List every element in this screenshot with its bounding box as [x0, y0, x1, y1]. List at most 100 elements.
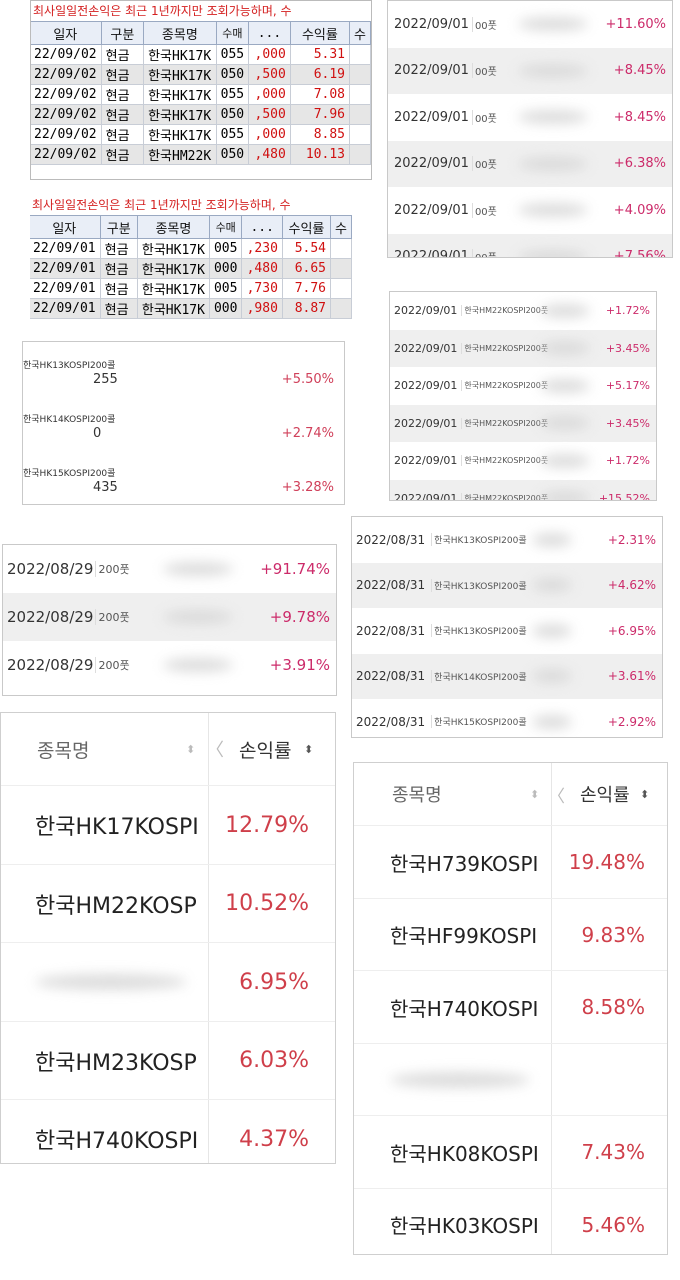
list-item[interactable]: 2022/08/31 한국HK13KOSPI200콜 +6.95%	[352, 608, 662, 654]
row-date: 22/09/02	[31, 64, 102, 85]
redacted-area	[35, 974, 187, 991]
table-row[interactable]: 22/09/01 현금 한국HK17K 005,230 5.54	[30, 238, 352, 259]
list-item[interactable]: 한국HM23KOSP 6.03%	[1, 1020, 335, 1101]
table-row[interactable]: 22/09/02 현금 한국HM22K 050,480 10.13	[31, 144, 371, 165]
scroll-left-icon[interactable]: 〈	[548, 786, 565, 807]
list-item[interactable]: 한국HK03KOSPI 5.46%	[354, 1187, 667, 1255]
row-date: 2022/09/01	[394, 379, 458, 393]
list-item[interactable]: 2022/08/31 한국HK13KOSPI200콜 +2.31%	[352, 517, 662, 563]
sort-icon[interactable]: ⬍	[530, 787, 540, 801]
row-rate: 8.87	[281, 298, 332, 319]
list-item[interactable]: 한국HK15KOSPI200콜 435 +3.28%	[23, 464, 344, 504]
row-amount: ,730	[241, 278, 283, 299]
row-name: 한국HK17K	[136, 258, 210, 279]
row-pct: +15.52%	[598, 491, 650, 501]
row-pct: +7.56%	[613, 249, 666, 258]
redacted-area	[540, 453, 590, 468]
row-amount: ,500	[248, 104, 291, 125]
row-rate: 7.96	[289, 104, 351, 125]
list-item[interactable]: 한국HK14KOSPI200콜 0 +2.74%	[23, 410, 344, 450]
row-extra	[349, 84, 371, 105]
list-item[interactable]: 한국HF99KOSPI 9.83%	[354, 897, 667, 972]
list-item[interactable]: 2022/08/31 한국HK13KOSPI200콜 +4.62%	[352, 562, 662, 608]
table-row[interactable]: 22/09/02 현금 한국HK17K 055,000 5.31	[31, 44, 371, 65]
col-more: ...	[241, 215, 283, 239]
row-tag: 00풋	[471, 249, 497, 257]
table-row[interactable]: 22/09/01 현금 한국HK17K 005,730 7.76	[30, 278, 352, 299]
list-item[interactable]: 2022/09/01 한국HM22KOSPI200풋 +1.72%	[390, 442, 656, 480]
row-date: 22/09/02	[31, 144, 102, 165]
list-item[interactable]: 한국HK13KOSPI200콜 255 +5.50%	[23, 356, 344, 396]
row-tag: 한국HK13KOSPI200콜	[431, 624, 527, 638]
scroll-left-icon[interactable]: 〈	[206, 740, 224, 761]
list-header: 종목명 ⬍ 〈 손익률 ⬍	[1, 713, 335, 785]
table-row[interactable]: 22/09/02 현금 한국HK17K 055,000 7.08	[31, 84, 371, 105]
col-rate: 수익률	[289, 21, 351, 45]
row-extra	[330, 238, 352, 259]
list-item[interactable]: 한국HK17KOSPI 12.79%	[1, 785, 335, 865]
list-item[interactable]: 한국HK08KOSPI 7.43%	[354, 1115, 667, 1189]
table-row[interactable]: 22/09/02 현금 한국HK17K 050,500 7.96	[31, 104, 371, 125]
table-row[interactable]: 22/09/01 현금 한국HK17K 000,980 8.87	[30, 298, 352, 319]
row-extra	[349, 144, 371, 165]
list-item[interactable]: 2022/09/01 한국HM22KOSPI200풋 +3.45%	[390, 329, 656, 367]
row-tag: 한국HM22KOSPI200풋	[461, 342, 548, 354]
list-item[interactable]: 한국HM22KOSP 10.52%	[1, 863, 335, 944]
list-item[interactable]: 2022/09/01 한국HM22KOSPI200풋 +3.45%	[390, 404, 656, 442]
list-item[interactable]: 2022/09/01 한국HM22KOSPI200풋 +15.52%	[390, 479, 656, 501]
row-extra	[330, 298, 352, 319]
list-item[interactable]: 2022/09/01 00풋 +8.45%	[388, 94, 672, 141]
row-name: 한국HK17KOSPI	[35, 815, 199, 841]
sort-icon[interactable]: ⬍	[640, 787, 650, 801]
row-pct: +2.74%	[281, 426, 334, 441]
redacted-area	[163, 562, 233, 576]
list-item[interactable]: 2022/08/29 200풋 +3.91%	[3, 641, 336, 689]
list-item[interactable]: 2022/09/01 한국HM22KOSPI200풋 +5.17%	[390, 367, 656, 405]
redacted-area	[532, 532, 572, 547]
list-item[interactable]: 2022/08/29 200풋 +91.74%	[3, 545, 336, 593]
row-date: 2022/09/01	[394, 156, 469, 172]
row-extra	[349, 104, 371, 125]
row-date: 2022/08/29	[7, 608, 94, 626]
header-rate[interactable]: 손익률	[239, 739, 292, 762]
list-item[interactable]: 한국H739KOSPI 19.48%	[354, 825, 667, 899]
list-item[interactable]: 한국H740KOSPI 4.37%	[1, 1099, 335, 1163]
list-item[interactable]: 한국H740KOSPI 8.58%	[354, 970, 667, 1044]
list-item[interactable]: 2022/09/01 00풋 +4.09%	[388, 187, 672, 234]
list-item[interactable]: 2022/09/01 한국HM22KOSPI200풋 +1.72%	[390, 292, 656, 330]
row-pct: 19.48%	[568, 850, 645, 875]
redacted-area	[518, 203, 588, 218]
row-qty: 055	[215, 84, 250, 105]
column-divider	[551, 763, 552, 1254]
list-item[interactable]: 2022/08/31 한국HK15KOSPI200콜 +2.92%	[352, 699, 662, 737]
trade-table-0902: 최사일일전손익은 최근 1년까지만 조회가능하며, 수 일자 구분 종목명 수매…	[30, 0, 372, 180]
list-item[interactable]	[354, 1042, 667, 1117]
redacted-area	[518, 17, 588, 32]
table-row[interactable]: 22/09/01 현금 한국HK17K 000,480 6.65	[30, 258, 352, 279]
row-date: 2022/09/01	[394, 202, 469, 218]
sort-icon[interactable]: ⬍	[304, 742, 314, 756]
list-item[interactable]: 2022/08/29 200풋 +9.78%	[3, 593, 336, 641]
row-type: 현금	[99, 298, 138, 319]
row-amount: ,500	[248, 64, 291, 85]
row-type: 현금	[100, 144, 145, 165]
row-rate: 5.54	[281, 238, 332, 259]
list-item[interactable]: 2022/09/01 00풋 +11.60%	[388, 1, 672, 48]
list-item[interactable]: 6.95%	[1, 942, 335, 1022]
sort-icon[interactable]: ⬍	[186, 742, 196, 756]
row-pct: +6.95%	[607, 623, 656, 638]
list-item[interactable]: 2022/09/01 00풋 +8.45%	[388, 47, 672, 94]
row-name: 한국HK08KOSPI	[390, 1141, 539, 1166]
row-extra	[349, 64, 371, 85]
list-item[interactable]: 2022/09/01 00풋 +6.38%	[388, 140, 672, 187]
header-rate[interactable]: 손익률	[580, 785, 630, 806]
list-item[interactable]: 2022/08/31 한국HK14KOSPI200콜 +3.61%	[352, 653, 662, 699]
row-date: 2022/08/31	[356, 669, 426, 684]
row-tag: 200풋	[95, 657, 130, 673]
col-more: ...	[248, 21, 291, 45]
table-row[interactable]: 22/09/02 현금 한국HK17K 050,500 6.19	[31, 64, 371, 85]
row-name: 한국HK17K	[136, 298, 210, 319]
row-date: 2022/09/01	[394, 341, 458, 355]
table-row[interactable]: 22/09/02 현금 한국HK17K 055,000 8.85	[31, 124, 371, 145]
